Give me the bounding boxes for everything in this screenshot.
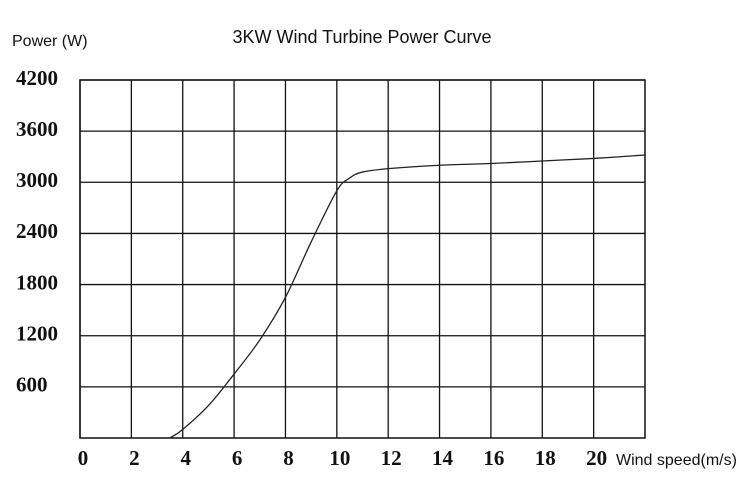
x-tick-label: 4 xyxy=(180,446,191,470)
x-tick-label: 14 xyxy=(432,446,454,470)
x-tick-label: 2 xyxy=(129,446,140,470)
y-tick-label: 3600 xyxy=(16,117,58,141)
plot-frame xyxy=(79,79,646,439)
y-tick-label: 3000 xyxy=(16,168,58,192)
x-tick-label: 8 xyxy=(283,446,294,470)
y-tick-label: 1800 xyxy=(16,270,58,294)
x-tick-label: 20 xyxy=(586,446,607,470)
x-axis-label: Wind speed(m/s) xyxy=(616,452,737,469)
x-tick-label: 10 xyxy=(329,446,350,470)
y-tick-label: 2400 xyxy=(16,219,58,243)
y-tick-label: 1200 xyxy=(16,322,58,346)
y-axis-label: Power (W) xyxy=(12,33,88,50)
y-tick-label: 600 xyxy=(16,373,48,397)
y-tick-label: 4200 xyxy=(16,66,58,90)
power-curve xyxy=(169,154,646,439)
chart-title: 3KW Wind Turbine Power Curve xyxy=(232,27,491,47)
x-tick-label: 6 xyxy=(232,446,243,470)
x-tick-label: 0 xyxy=(78,446,89,470)
x-tick-label: 12 xyxy=(381,446,402,470)
x-tick-label: 18 xyxy=(535,446,556,470)
x-tick-label: 16 xyxy=(483,446,504,470)
